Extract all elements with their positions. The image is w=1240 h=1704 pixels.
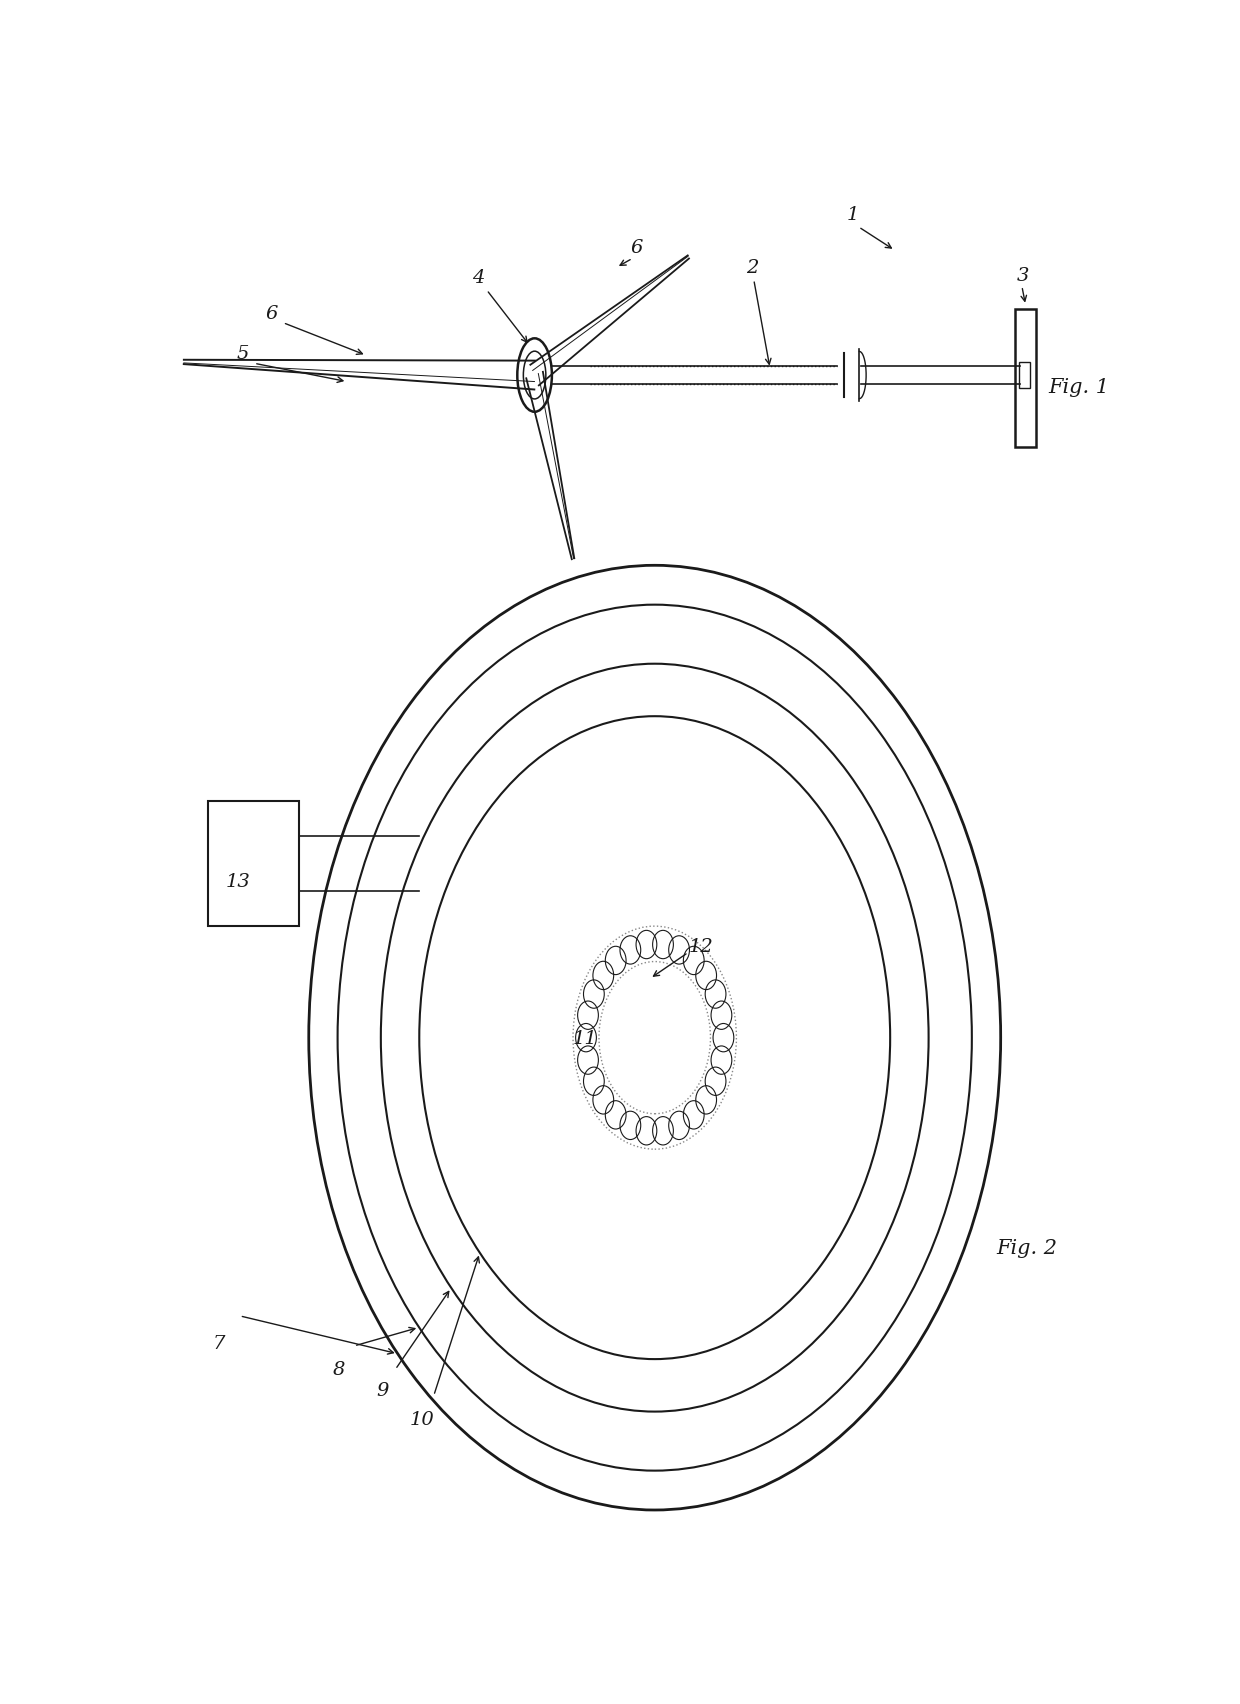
Text: 12: 12 (688, 939, 713, 956)
Bar (1016, 310, 1037, 446)
Bar (1019, 361, 1030, 389)
Text: 11: 11 (573, 1031, 598, 1048)
Text: 3: 3 (1017, 266, 1029, 285)
Text: 10: 10 (409, 1411, 434, 1428)
Text: 5: 5 (237, 346, 249, 363)
Text: 8: 8 (332, 1361, 345, 1379)
Text: 7: 7 (213, 1334, 224, 1353)
Text: 4: 4 (472, 269, 485, 288)
Text: 6: 6 (631, 239, 644, 257)
Text: Fig. 2: Fig. 2 (996, 1239, 1056, 1258)
Text: 2: 2 (746, 259, 759, 276)
Text: 13: 13 (226, 872, 250, 891)
Bar (208, 801, 299, 927)
Text: 1: 1 (847, 206, 859, 225)
Text: Fig. 1: Fig. 1 (1049, 378, 1110, 397)
Text: 6: 6 (265, 305, 278, 322)
Text: 9: 9 (376, 1382, 388, 1401)
